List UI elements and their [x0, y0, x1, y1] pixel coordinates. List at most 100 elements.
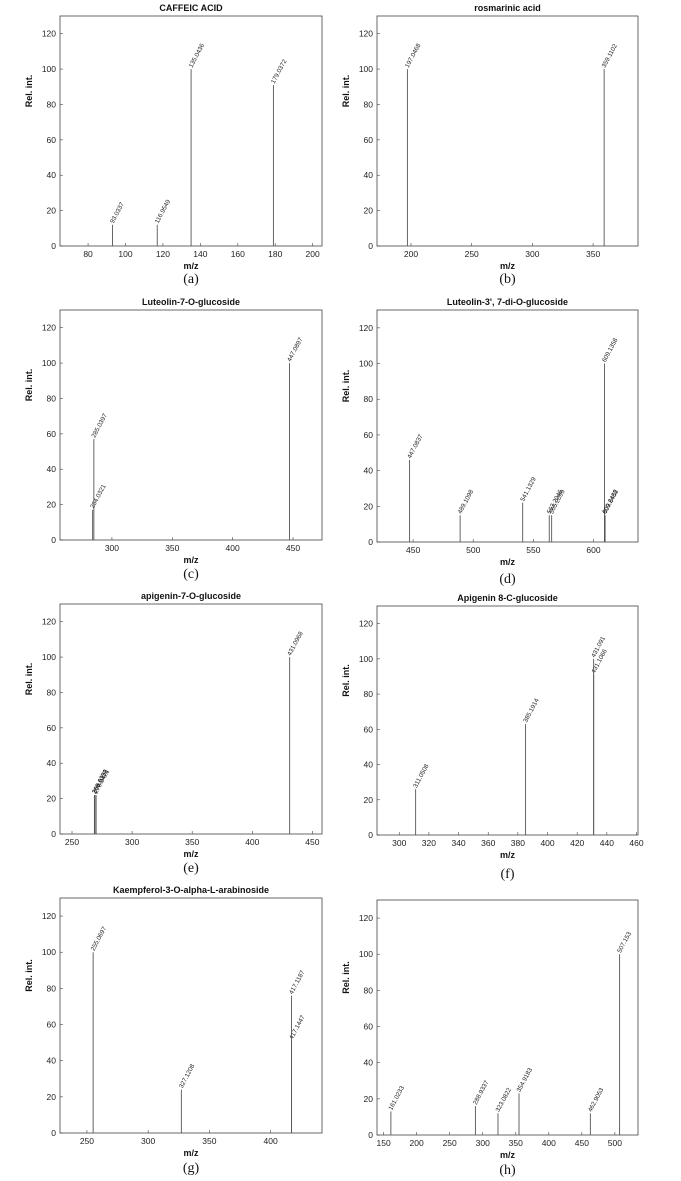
x-tick-label: 300 [141, 1136, 155, 1146]
x-tick-label: 80 [83, 249, 93, 259]
y-tick-label: 100 [359, 949, 373, 959]
x-tick-label: 450 [575, 1138, 589, 1148]
peak-label: 179.0372 [270, 58, 289, 85]
y-tick-label: 0 [51, 535, 56, 545]
peak-label: 417.1187 [288, 969, 307, 996]
y-tick-label: 60 [364, 135, 374, 145]
peak-label: 447.0837 [406, 433, 425, 460]
spectrum-panel: rosmarinic acid 0 20 40 60 80 100 120 200 250 300 3… [341, 3, 639, 287]
x-tick-label: 300 [392, 838, 406, 848]
x-tick-label: 320 [422, 838, 436, 848]
peak-label: 323.0822 [495, 1086, 514, 1113]
y-tick-label: 120 [359, 619, 373, 629]
y-tick-label: 0 [51, 241, 56, 251]
y-tick-label: 60 [47, 135, 57, 145]
y-tick-label: 40 [47, 758, 57, 768]
x-tick-label: 400 [540, 838, 554, 848]
chart-title: apigenin-7-O-glucoside [141, 591, 241, 601]
x-tick-label: 460 [629, 838, 643, 848]
peak-label: 285.0397 [90, 412, 109, 439]
y-tick-label: 20 [364, 501, 374, 511]
x-tick-label: 450 [305, 837, 319, 847]
plot-frame [376, 899, 639, 1136]
x-tick-label: 250 [65, 837, 79, 847]
y-tick-label: 40 [47, 1056, 57, 1066]
y-tick-label: 0 [368, 1130, 373, 1140]
y-tick-label: 120 [42, 323, 56, 333]
y-tick-label: 60 [47, 723, 57, 733]
x-tick-label: 440 [600, 838, 614, 848]
chart-title: Apigenin 8-C-glucoside [457, 593, 558, 603]
x-tick-label: 100 [118, 249, 132, 259]
y-tick-label: 120 [42, 911, 56, 921]
panel-caption: (d) [499, 572, 516, 587]
panel-caption: (f) [501, 867, 515, 882]
x-tick-label: 250 [465, 249, 479, 259]
spectrum-panel: Luteolin-3', 7-di-O-glucoside 0 20 40 60 80 10… [341, 297, 639, 587]
y-tick-label: 40 [364, 466, 374, 476]
spectrum-panel: 0 20 40 60 80 100 120 150 200 250 300 350 400 450 500 m… [341, 899, 639, 1178]
y-tick-label: 40 [47, 464, 57, 474]
x-axis-label: m/z [500, 261, 516, 271]
plot-frame [376, 309, 639, 543]
x-tick-label: 200 [410, 1138, 424, 1148]
x-tick-label: 380 [511, 838, 525, 848]
y-tick-label: 0 [368, 537, 373, 547]
y-axis-label: Rel. int. [341, 664, 351, 697]
x-tick-label: 120 [156, 249, 170, 259]
x-axis-label: m/z [500, 557, 516, 567]
x-tick-label: 400 [245, 837, 259, 847]
x-axis-label: m/z [183, 261, 199, 271]
x-tick-label: 160 [231, 249, 245, 259]
x-tick-label: 400 [226, 543, 240, 553]
x-tick-label: 300 [525, 249, 539, 259]
spectrum-panel: Apigenin 8-C-glucoside 0 20 40 60 80 100 120 300… [341, 593, 644, 882]
peak-label: 327.1208 [178, 1063, 197, 1090]
y-tick-label: 80 [364, 689, 374, 699]
x-axis-label: m/z [183, 849, 199, 859]
y-axis-label: Rel. int. [24, 369, 34, 402]
chart-title: Luteolin-3', 7-di-O-glucoside [447, 297, 568, 307]
x-tick-label: 300 [125, 837, 139, 847]
chart-title: CAFFEIC ACID [159, 3, 223, 13]
plot-frame [59, 603, 323, 835]
peak-label: 359.1102 [601, 43, 620, 70]
y-tick-label: 40 [47, 170, 57, 180]
x-tick-label: 350 [586, 249, 600, 259]
y-tick-label: 0 [368, 241, 373, 251]
y-tick-label: 120 [359, 29, 373, 39]
y-axis-label: Rel. int. [341, 75, 351, 108]
x-tick-label: 350 [185, 837, 199, 847]
plot-frame [376, 15, 639, 247]
x-tick-label: 200 [404, 249, 418, 259]
peak-label: 284.0321 [89, 483, 108, 510]
x-tick-label: 400 [263, 1136, 277, 1146]
y-tick-label: 100 [42, 64, 56, 74]
y-tick-label: 20 [47, 1092, 57, 1102]
y-tick-label: 100 [42, 358, 56, 368]
peak-label: 541.1329 [519, 476, 538, 503]
y-tick-label: 40 [364, 760, 374, 770]
peak-label: 135.0436 [188, 42, 207, 69]
chart-title: Kaempferol-3-O-alpha-L-arabinoside [113, 885, 269, 895]
chart-title: rosmarinic acid [474, 3, 541, 13]
peak-label: 447.0897 [286, 336, 305, 363]
y-tick-label: 60 [47, 1020, 57, 1030]
y-tick-label: 100 [42, 947, 56, 957]
x-tick-label: 360 [481, 838, 495, 848]
spectrum-panel: Luteolin-7-O-glucoside 0 20 40 60 80 100 120 300… [24, 297, 323, 582]
y-axis-label: Rel. int. [341, 370, 351, 403]
y-tick-label: 100 [42, 652, 56, 662]
x-tick-label: 250 [443, 1138, 457, 1148]
y-tick-label: 0 [51, 1128, 56, 1138]
peak-label: 311.0508 [412, 763, 431, 790]
y-tick-label: 20 [364, 1094, 374, 1104]
x-tick-label: 350 [202, 1136, 216, 1146]
x-axis-label: m/z [183, 555, 199, 565]
y-tick-label: 40 [364, 1058, 374, 1068]
panel-caption: (b) [499, 272, 516, 287]
y-tick-label: 60 [364, 1022, 374, 1032]
y-axis-label: Rel. int. [24, 959, 34, 992]
spectrum-panel: CAFFEIC ACID 0 20 40 60 80 100 120 80 100 120 140 16… [24, 3, 323, 287]
y-axis-label: Rel. int. [341, 961, 351, 994]
